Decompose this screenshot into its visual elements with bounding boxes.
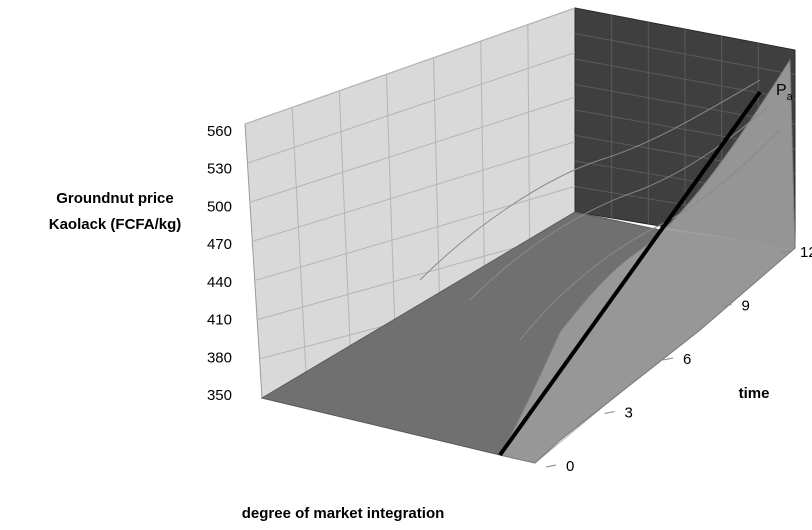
x-axis-label: degree of market integration [242, 505, 445, 522]
time-tick-mark [546, 465, 556, 467]
y-tick-label: 500 [207, 198, 232, 215]
time-tick-mark [605, 412, 615, 414]
y-tick-label: 440 [207, 274, 232, 291]
time-axis-label: time [739, 385, 770, 402]
y-tick-label: 380 [207, 349, 232, 366]
y-axis-ticks: 560 530 500 470 440 410 380 350 [207, 123, 232, 404]
time-tick-label: 6 [683, 351, 691, 368]
time-tick-label: 3 [625, 405, 633, 422]
time-tick-label: 9 [742, 298, 750, 315]
y-tick-label: 530 [207, 161, 232, 178]
y-tick-label: 470 [207, 236, 232, 253]
y-axis-label-line-2: Kaolack (FCFA/kg) [49, 216, 182, 233]
time-tick-label: 0 [566, 458, 574, 475]
y-tick-label: 410 [207, 312, 232, 329]
y-axis-label-line-1: Groundnut price [56, 190, 174, 207]
y-tick-label: 560 [207, 123, 232, 140]
pa-label-sub: a [787, 91, 794, 103]
pa-label-base: P [776, 82, 787, 99]
y-tick-label: 350 [207, 387, 232, 404]
time-tick-label: 12 [800, 244, 812, 261]
